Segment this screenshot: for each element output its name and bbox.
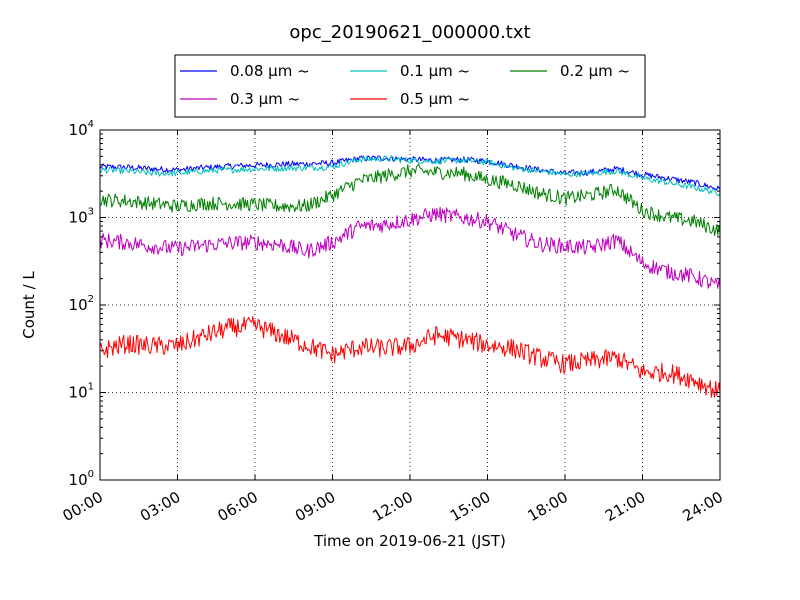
x-tick-label: 09:00 (292, 488, 338, 525)
y-tick-exponent: 1 (88, 382, 94, 393)
legend-label: 0.2 μm ~ (560, 62, 630, 80)
legend-label: 0.5 μm ~ (400, 90, 470, 108)
legend-label: 0.08 μm ~ (230, 62, 310, 80)
y-tick-base: 10 (69, 384, 88, 402)
x-tick-label: 15:00 (447, 488, 493, 525)
y-tick-label: 104 (69, 119, 94, 139)
legend-frame (174, 54, 646, 118)
y-tick-label: 100 (69, 469, 94, 489)
y-tick-base: 10 (69, 121, 88, 139)
ticks (99, 129, 721, 481)
series-line (99, 206, 721, 289)
legend: 0.08 μm ~ 0.1 μm ~ 0.2 μm ~ 0.3 μm ~ 0.5 μm … (174, 54, 646, 118)
y-tick-label: 103 (69, 207, 94, 227)
y-tick-base: 10 (69, 296, 88, 314)
y-tick-label: 101 (69, 382, 94, 402)
x-tick-label: 21:00 (602, 488, 648, 525)
y-tick-base: 10 (69, 209, 88, 227)
y-tick-exponent: 4 (88, 119, 94, 130)
y-tick-exponent: 2 (88, 294, 94, 305)
x-tick-label: 12:00 (370, 488, 416, 525)
x-tick-label: 03:00 (137, 488, 183, 525)
x-tick-label: 06:00 (215, 488, 261, 525)
y-tick-label: 102 (69, 294, 94, 314)
x-tick-label: 00:00 (60, 488, 106, 525)
x-tick-label: 24:00 (680, 488, 726, 525)
y-tick-exponent: 0 (88, 469, 94, 480)
y-axis-label: Count / L (20, 271, 38, 339)
legend-label: 0.3 μm ~ (230, 90, 300, 108)
x-tick-labels: 00:00 03:00 06:00 09:00 12:00 15:00 18:00 21:00… (60, 488, 726, 525)
y-tick-base: 10 (69, 471, 88, 489)
chart-title: opc_20190621_000000.txt (289, 22, 530, 43)
series-line (99, 155, 721, 196)
series-line (99, 316, 721, 398)
grid (100, 130, 720, 480)
series-layer (99, 155, 721, 398)
x-tick-label: 18:00 (525, 488, 571, 525)
y-tick-exponent: 3 (88, 207, 94, 218)
x-axis-label: Time on 2019-06-21 (JST) (313, 532, 506, 550)
series-line (99, 163, 721, 236)
legend-label: 0.1 μm ~ (400, 62, 470, 80)
